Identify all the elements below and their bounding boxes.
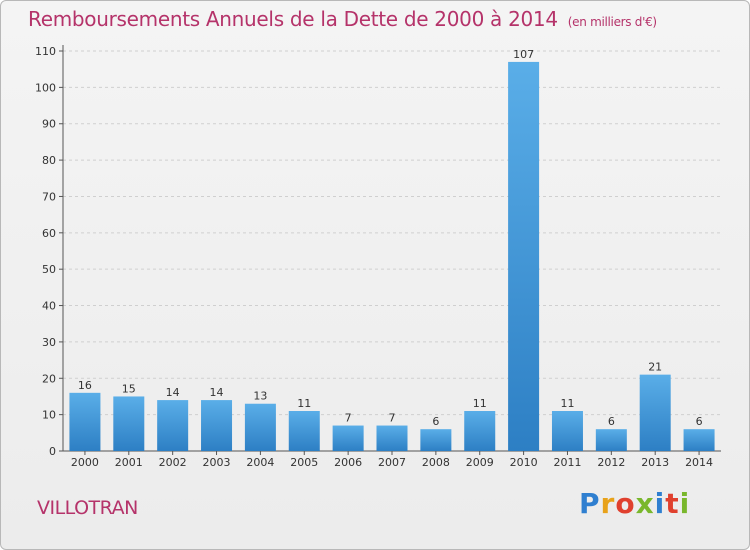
value-label: 14 xyxy=(210,386,224,399)
bar-2000 xyxy=(69,392,101,451)
y-tick-label: 50 xyxy=(42,263,56,276)
value-label: 11 xyxy=(560,397,574,410)
axes xyxy=(59,45,721,455)
bar-2010 xyxy=(508,61,540,452)
bar-2007 xyxy=(376,425,408,451)
x-tick-label: 2000 xyxy=(71,456,99,469)
logo-letter: o xyxy=(615,487,636,520)
logo-letter: t xyxy=(665,487,680,520)
chart-title-text: Remboursements Annuels de la Dette de 20… xyxy=(28,7,558,31)
logo-letter: i xyxy=(654,487,666,520)
bar-2009 xyxy=(464,411,496,451)
bar-2002 xyxy=(157,400,189,451)
x-tick-label: 2014 xyxy=(685,456,713,469)
chart-title: Remboursements Annuels de la Dette de 20… xyxy=(28,7,657,31)
labels: 0 10 20 30 40 50 60 70 80 90 100 110 16 2000 15 2001 14 2… xyxy=(35,45,713,469)
x-tick-label: 2001 xyxy=(115,456,143,469)
y-tick-label: 110 xyxy=(35,45,56,58)
value-label: 6 xyxy=(608,415,615,428)
x-tick-label: 2005 xyxy=(290,456,318,469)
logo-letter: x xyxy=(635,487,655,520)
bars xyxy=(69,61,715,452)
value-label: 6 xyxy=(432,415,439,428)
bar-2005 xyxy=(288,411,320,451)
x-tick-label: 2002 xyxy=(159,456,187,469)
value-label: 7 xyxy=(389,412,396,425)
value-label: 11 xyxy=(297,397,311,410)
x-tick-label: 2007 xyxy=(378,456,406,469)
x-tick-label: 2004 xyxy=(246,456,274,469)
logo-letter: r xyxy=(600,487,616,520)
value-label: 6 xyxy=(696,415,703,428)
y-tick-label: 80 xyxy=(42,154,56,167)
chart-unit: (en milliers d'€) xyxy=(567,15,657,29)
value-label: 7 xyxy=(345,412,352,425)
bar-2014 xyxy=(683,429,715,451)
value-label: 13 xyxy=(253,390,267,403)
y-tick-label: 40 xyxy=(42,300,56,313)
y-tick-label: 20 xyxy=(42,372,56,385)
y-tick-label: 70 xyxy=(42,190,56,203)
x-tick-label: 2013 xyxy=(641,456,669,469)
bar-2011 xyxy=(551,411,583,451)
value-label: 21 xyxy=(648,361,662,374)
y-tick-label: 10 xyxy=(42,409,56,422)
bar-2001 xyxy=(113,396,145,451)
value-label: 15 xyxy=(122,382,136,395)
logo-letter: P xyxy=(579,487,601,520)
bar-2008 xyxy=(420,429,452,451)
bar-2006 xyxy=(332,425,364,451)
x-tick-label: 2011 xyxy=(553,456,581,469)
logo-letter: i xyxy=(679,487,691,520)
bar-2003 xyxy=(201,400,233,451)
y-tick-label: 90 xyxy=(42,118,56,131)
value-label: 107 xyxy=(513,48,534,61)
proxiti-logo: Proxiti xyxy=(579,487,690,520)
grid-lines xyxy=(63,50,721,416)
bar-2013 xyxy=(639,374,671,451)
x-tick-label: 2010 xyxy=(510,456,538,469)
y-tick-label: 0 xyxy=(49,445,56,458)
value-label: 16 xyxy=(78,379,92,392)
y-tick-label: 100 xyxy=(35,81,56,94)
value-label: 14 xyxy=(166,386,180,399)
x-tick-label: 2012 xyxy=(597,456,625,469)
value-label: 11 xyxy=(473,397,487,410)
y-tick-label: 60 xyxy=(42,227,56,240)
x-tick-label: 2008 xyxy=(422,456,450,469)
x-tick-label: 2006 xyxy=(334,456,362,469)
x-tick-label: 2009 xyxy=(466,456,494,469)
commune-name: VILLOTRAN xyxy=(37,497,138,519)
bar-2004 xyxy=(244,403,276,451)
y-tick-label: 30 xyxy=(42,336,56,349)
bar-2012 xyxy=(595,429,627,451)
x-tick-label: 2003 xyxy=(203,456,231,469)
